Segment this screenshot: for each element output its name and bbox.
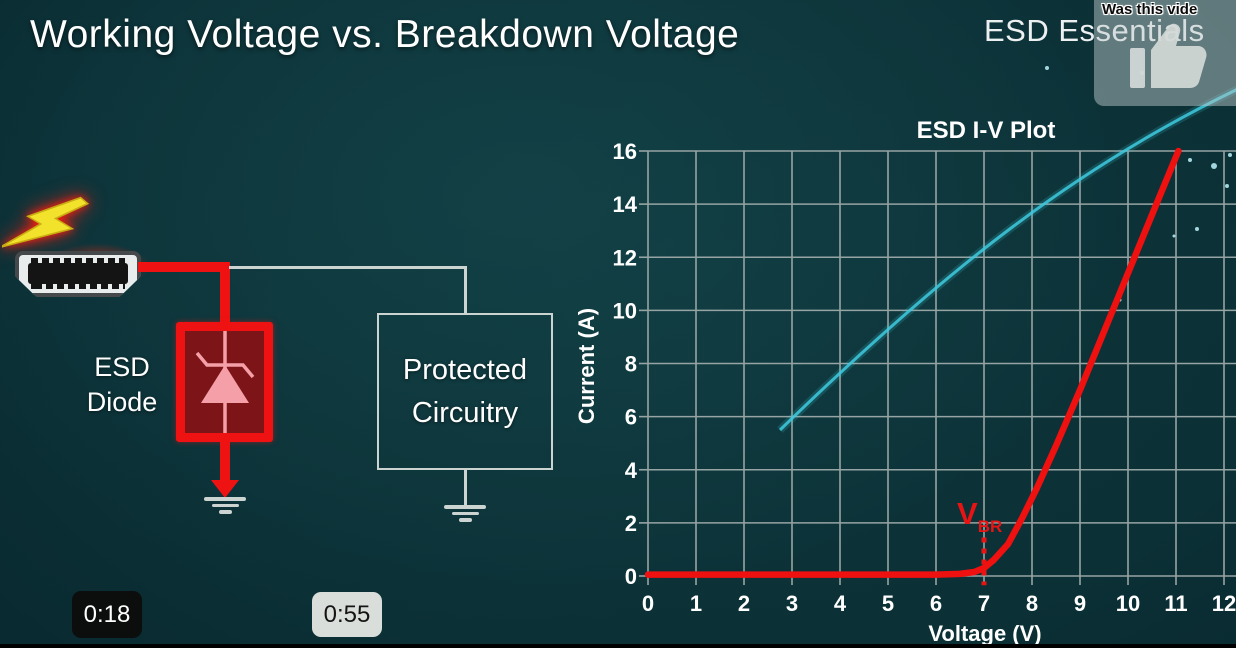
protected-circuitry-box: Protected Circuitry [377, 313, 553, 470]
svg-text:6: 6 [625, 405, 637, 430]
thumbs-up-icon[interactable] [1126, 18, 1218, 98]
timestamp-chip-dark[interactable]: 0:18 [72, 591, 142, 638]
esd-diode-label: ESD Diode [86, 352, 158, 418]
svg-text:8: 8 [1026, 591, 1038, 616]
svg-text:10: 10 [1116, 591, 1140, 616]
page-title: Working Voltage vs. Breakdown Voltage [30, 13, 740, 56]
svg-text:11: 11 [1164, 591, 1187, 616]
red-wire-vertical [220, 262, 230, 326]
letterbox-bar [0, 644, 1236, 648]
svg-text:2: 2 [738, 591, 750, 616]
svg-text:4: 4 [834, 591, 847, 616]
svg-text:0: 0 [625, 564, 637, 589]
lightning-bolt-icon [2, 196, 90, 249]
svg-text:10: 10 [613, 298, 637, 323]
svg-text:12: 12 [1212, 591, 1236, 616]
svg-text:ESD I-V Plot: ESD I-V Plot [917, 117, 1056, 144]
red-wire-horizontal [138, 262, 230, 272]
svg-text:4: 4 [625, 458, 638, 483]
svg-text:14: 14 [613, 192, 638, 217]
ground-icon [444, 505, 486, 522]
esd-diode-box [176, 322, 273, 442]
like-prompt-text: Was this vide [1102, 1, 1198, 18]
hdmi-connector-icon [15, 251, 141, 297]
svg-text:7: 7 [978, 591, 990, 616]
svg-text:5: 5 [882, 591, 894, 616]
timestamp-chip-light[interactable]: 0:55 [312, 592, 382, 637]
svg-text:12: 12 [613, 245, 637, 270]
protected-ground-wire [464, 470, 467, 506]
svg-text:VBR: VBR [957, 496, 1002, 536]
shunt-arrow-stem [220, 440, 230, 482]
svg-text:3: 3 [786, 591, 798, 616]
svg-text:9: 9 [1074, 591, 1086, 616]
ground-icon [204, 497, 246, 514]
shunt-arrow-head [211, 480, 239, 498]
like-prompt-overlay: Was this vide [1094, 0, 1236, 106]
zener-diode-icon [195, 331, 255, 433]
svg-text:1: 1 [690, 591, 702, 616]
signal-wire-horizontal [229, 266, 466, 269]
svg-text:0: 0 [642, 591, 654, 616]
svg-text:16: 16 [613, 139, 637, 164]
svg-text:2: 2 [625, 511, 637, 536]
svg-text:Voltage (V): Voltage (V) [928, 621, 1041, 646]
svg-text:8: 8 [625, 352, 637, 377]
svg-text:Current (A): Current (A) [574, 308, 599, 424]
svg-text:6: 6 [930, 591, 942, 616]
signal-wire-down [464, 266, 467, 314]
hdmi-pins [28, 258, 128, 289]
